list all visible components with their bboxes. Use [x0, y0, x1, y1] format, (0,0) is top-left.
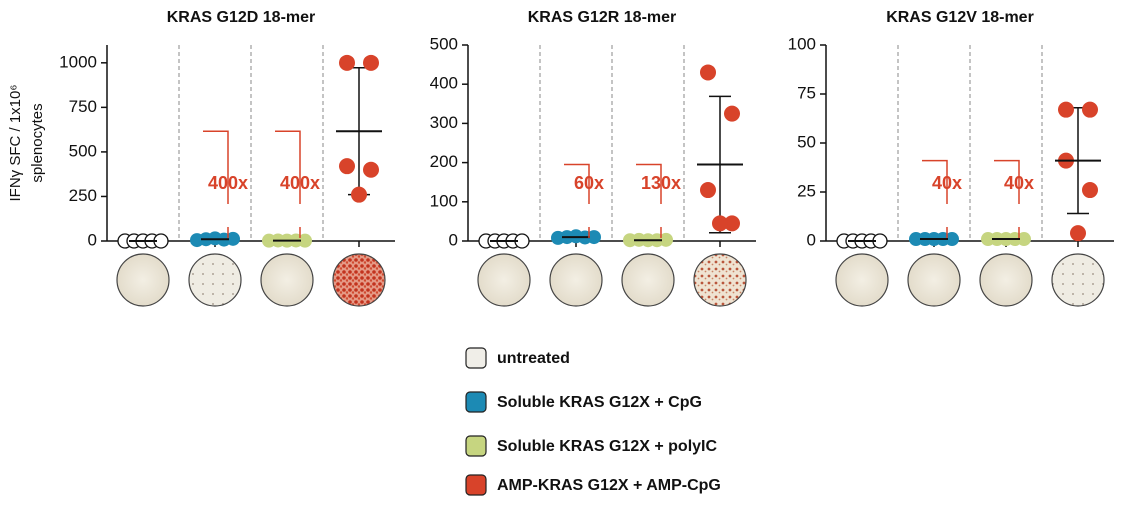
data-point: [724, 215, 740, 232]
data-point: [1082, 182, 1098, 199]
elispot-well: [621, 253, 675, 307]
chart-title: KRAS G12D 18-mer: [167, 9, 316, 26]
legend-label: Soluble KRAS G12X + polyIC: [497, 438, 717, 455]
elispot-well: [332, 253, 386, 307]
y-tick-label: 500: [430, 34, 458, 53]
y-tick-label: 300: [430, 113, 458, 132]
elispot-well: [116, 253, 170, 307]
elispot-well: [979, 253, 1033, 307]
legend-swatch: [465, 474, 487, 496]
y-tick-label: 500: [69, 141, 97, 160]
y-tick-label: 0: [449, 230, 458, 249]
legend-swatch: [465, 347, 487, 369]
chart-title: KRAS G12R 18-mer: [528, 9, 677, 26]
y-axis-label: splenocytes: [29, 103, 46, 182]
legend-label: AMP-KRAS G12X + AMP-CpG: [497, 477, 721, 494]
data-point: [226, 231, 240, 246]
data-point: [363, 161, 379, 178]
data-point: [712, 215, 728, 232]
data-point: [1017, 232, 1031, 247]
data-point: [298, 233, 312, 248]
y-tick-label: 400: [430, 74, 458, 93]
elispot-well: [260, 253, 314, 307]
chart-title: KRAS G12V 18-mer: [886, 9, 1034, 26]
y-tick-label: 0: [88, 230, 97, 249]
y-tick-label: 1000: [59, 52, 97, 71]
fold-change-label: 60x: [574, 173, 604, 193]
legend-swatch: [465, 435, 487, 457]
elispot-well: [477, 253, 531, 307]
legend-swatch: [465, 391, 487, 413]
fold-bracket: [203, 130, 229, 204]
elispot-well: [549, 253, 603, 307]
fold-bracket: [994, 159, 1020, 204]
fold-change-label: 400x: [208, 173, 248, 193]
fold-bracket: [922, 159, 948, 204]
elispot-well: [907, 253, 961, 307]
y-tick-label: 75: [797, 83, 816, 102]
y-tick-label: 750: [69, 97, 97, 116]
fold-bracket: [636, 163, 662, 204]
elispot-well: [835, 253, 889, 307]
data-point: [659, 232, 673, 247]
legend-label: untreated: [497, 350, 570, 367]
fold-change-label: 40x: [1004, 173, 1034, 193]
data-point: [363, 54, 379, 71]
fold-change-label: 130x: [641, 173, 681, 193]
y-axis-label: IFNγ SFC / 1x10⁶: [7, 84, 24, 201]
fold-bracket: [564, 163, 590, 204]
fold-change-label: 40x: [932, 173, 962, 193]
elispot-well: [188, 253, 242, 307]
y-tick-label: 25: [797, 181, 816, 200]
data-point: [700, 182, 716, 199]
y-tick-label: 200: [430, 152, 458, 171]
data-point: [339, 54, 355, 71]
elispot-well: [1051, 253, 1105, 307]
y-tick-label: 100: [430, 191, 458, 210]
y-tick-label: 250: [69, 186, 97, 205]
fold-bracket: [275, 130, 301, 204]
y-tick-label: 50: [797, 132, 816, 151]
data-point: [1058, 101, 1074, 118]
y-tick-label: 0: [807, 230, 816, 249]
legend-label: Soluble KRAS G12X + CpG: [497, 394, 702, 411]
data-point: [339, 158, 355, 175]
data-point: [587, 230, 601, 245]
data-point: [351, 186, 367, 203]
fold-change-label: 400x: [280, 173, 320, 193]
data-point: [945, 232, 959, 247]
y-tick-label: 100: [788, 34, 816, 53]
data-point: [700, 64, 716, 81]
data-point: [1082, 101, 1098, 118]
data-point: [724, 105, 740, 122]
data-point: [1070, 225, 1086, 242]
elispot-well: [693, 253, 747, 307]
